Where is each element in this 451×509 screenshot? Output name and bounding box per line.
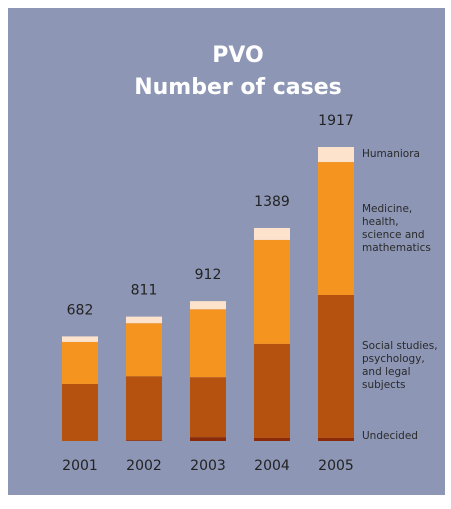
legend-label: Medicine, health, science and mathematic…	[362, 202, 431, 254]
legend-label: Humaniora	[362, 148, 420, 160]
x-tick-label: 2002	[126, 458, 162, 474]
total-label: 1917	[318, 113, 354, 129]
bar-segment	[126, 376, 162, 441]
total-label: 682	[67, 302, 94, 318]
bar-segment	[190, 437, 226, 441]
bar-segment	[318, 437, 354, 441]
bar-segment	[126, 316, 162, 324]
bar-segment	[190, 309, 226, 378]
chart-title: PVO	[212, 43, 263, 68]
x-tick-label: 2004	[254, 458, 290, 474]
chart-title: Number of cases	[134, 75, 342, 100]
bar-segment	[62, 383, 98, 441]
bar-segment	[126, 323, 162, 377]
bar-segment	[254, 227, 290, 240]
legend-label: Undecided	[362, 430, 418, 442]
bar-segment	[318, 162, 354, 295]
bar-segment	[126, 440, 162, 441]
total-label: 1389	[254, 194, 290, 210]
bar-segment	[254, 437, 290, 441]
x-tick-label: 2003	[190, 458, 226, 474]
total-label: 912	[195, 267, 222, 283]
bar-segment	[318, 294, 354, 438]
bar-segment	[318, 147, 354, 163]
bar-segment	[62, 341, 98, 384]
x-tick-label: 2001	[62, 458, 98, 474]
x-tick-label: 2005	[318, 458, 354, 474]
bar-segment	[254, 343, 290, 438]
legend-label: Social studies, psychology, and legal su…	[362, 340, 438, 392]
bar-segment	[62, 336, 98, 342]
bar-segment	[254, 239, 290, 344]
bar-segment	[190, 301, 226, 310]
total-label: 811	[131, 283, 158, 299]
bar-segment	[190, 377, 226, 438]
